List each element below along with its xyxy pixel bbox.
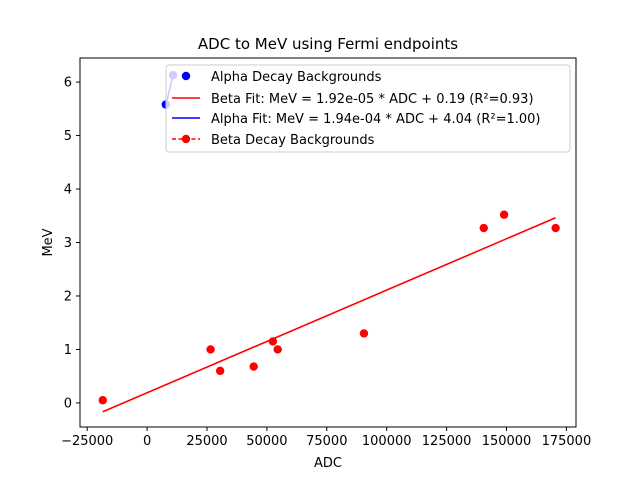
legend-label-beta-points: Beta Decay Backgrounds bbox=[211, 133, 375, 148]
beta-point bbox=[359, 329, 369, 338]
beta-fit-line bbox=[102, 216, 556, 413]
legend: Alpha Decay Backgrounds Beta Fit: MeV = … bbox=[165, 64, 571, 153]
beta-point bbox=[98, 396, 107, 405]
y-tick-label: 4 bbox=[64, 183, 72, 198]
y-tick-label: 5 bbox=[64, 129, 72, 144]
x-tick-label: 0 bbox=[143, 434, 151, 449]
y-tick-label: 1 bbox=[64, 343, 72, 358]
y-axis-title: MeV bbox=[41, 228, 56, 256]
y-tick-label: 3 bbox=[64, 236, 72, 251]
y-tick-label: 6 bbox=[64, 76, 72, 91]
y-tick-label: 2 bbox=[64, 289, 72, 304]
beta-point bbox=[206, 345, 215, 354]
legend-label-alpha-fit: Alpha Fit: MeV = 1.94e-04 * ADC + 4.04 (… bbox=[211, 112, 541, 127]
x-tick-label: 50000 bbox=[246, 434, 287, 449]
beta-point bbox=[215, 366, 225, 376]
legend-label-beta-fit: Beta Fit: MeV = 1.92e-05 * ADC + 0.19 (R… bbox=[211, 92, 534, 107]
y-axis-ticks: 0 1 2 3 4 5 6 bbox=[64, 76, 80, 411]
beta-point bbox=[479, 223, 488, 233]
beta-point bbox=[499, 210, 509, 219]
x-tick-label: 175000 bbox=[542, 434, 592, 449]
legend-marker-alpha-points bbox=[181, 71, 191, 81]
chart-title: ADC to MeV using Fermi endpoints bbox=[198, 35, 458, 53]
legend-box bbox=[165, 64, 571, 153]
legend-label-alpha-points: Alpha Decay Backgrounds bbox=[211, 70, 382, 85]
x-tick-label: 125000 bbox=[422, 434, 472, 449]
x-tick-label: 25000 bbox=[186, 434, 227, 449]
x-tick-label: −25000 bbox=[61, 434, 113, 449]
y-tick-label: 0 bbox=[64, 396, 72, 411]
beta-point bbox=[249, 362, 258, 371]
x-tick-label: 150000 bbox=[482, 434, 532, 449]
x-axis-ticks: −25000 0 25000 50000 75000 100000 125000 150000… bbox=[61, 427, 591, 449]
beta-point bbox=[268, 337, 278, 346]
legend-marker-beta-points bbox=[181, 134, 191, 144]
x-tick-label: 75000 bbox=[306, 434, 347, 449]
beta-point bbox=[551, 223, 560, 233]
beta-point bbox=[273, 345, 282, 354]
x-tick-label: 100000 bbox=[362, 434, 412, 449]
x-axis-title: ADC bbox=[314, 456, 342, 471]
